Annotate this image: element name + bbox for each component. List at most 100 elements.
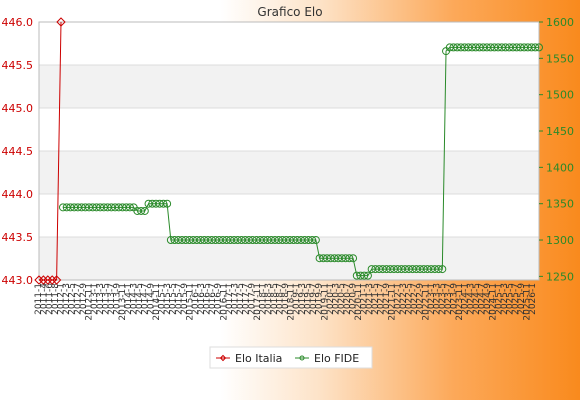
data-point — [137, 206, 146, 215]
x-tick-label: 2013-7 — [107, 283, 117, 315]
x-tick-label: 2025-1 — [494, 283, 504, 315]
plot-border — [38, 21, 540, 281]
x-tick-label: 2015-3 — [163, 283, 173, 315]
x-tick-label: 2025-9 — [517, 283, 527, 315]
x-tick-label: 2017-9 — [247, 283, 257, 315]
data-point — [159, 199, 168, 208]
x-tick-label: 2025-3 — [500, 283, 510, 315]
x-tick-label: 2019-7 — [309, 283, 319, 315]
right-tick-label: 1600 — [546, 16, 574, 29]
x-tick-label: 2012-9 — [79, 283, 89, 315]
x-tick-label: 2017-1 — [225, 283, 235, 315]
x-tick-label: 2018-9 — [281, 283, 291, 315]
data-point — [34, 275, 44, 285]
right-tick-label: 1550 — [546, 52, 574, 65]
x-tick-label: 2020-7 — [343, 283, 353, 315]
data-point — [140, 206, 149, 215]
x-axis-ticks: 2011-12011-42011-62011-82012-12012-32012… — [34, 283, 538, 321]
x-tick-label: 2017-11 — [253, 283, 263, 321]
x-tick-label: 2011-4 — [40, 283, 50, 315]
grid-band — [39, 151, 539, 194]
x-tick-label: 2015-9 — [180, 283, 190, 315]
x-tick-label: 2012-5 — [68, 283, 78, 315]
data-point — [349, 254, 358, 263]
x-tick-label: 2014-9 — [146, 283, 156, 315]
x-tick-label: 2024-3 — [466, 283, 476, 315]
right-tick-label: 1500 — [546, 89, 574, 102]
data-point — [360, 271, 369, 280]
x-tick-label: 2022-3 — [399, 283, 409, 315]
x-tick-label: 2020-1 — [326, 283, 336, 315]
data-point — [56, 17, 66, 27]
x-tick-label: 2014-1 — [124, 283, 134, 315]
x-tick-label: 2019-5 — [303, 283, 313, 315]
x-tick-label: 2023-11 — [455, 283, 465, 321]
data-point — [43, 275, 53, 285]
x-tick-label: 2020-9 — [348, 283, 358, 315]
left-tick-label: 445.0 — [2, 102, 34, 115]
x-tick-label: 2016-11 — [219, 283, 229, 321]
x-tick-label: 2021-7 — [376, 283, 386, 315]
legend-item[interactable]: Elo Italia — [216, 352, 282, 365]
data-point — [531, 43, 540, 52]
x-tick-label: 2024-1 — [461, 283, 471, 315]
left-tick-label: 443.5 — [2, 231, 34, 244]
x-tick-label: 2025-7 — [511, 283, 521, 315]
x-tick-label: 2017-5 — [236, 283, 246, 315]
x-tick-label: 2021-5 — [371, 283, 381, 315]
x-tick-label: 2022-1 — [393, 283, 403, 315]
x-tick-label: 2016-3 — [197, 283, 207, 315]
left-tick-label: 445.5 — [2, 59, 34, 72]
data-point — [438, 265, 447, 274]
x-tick-label: 2026-1 — [528, 283, 538, 315]
left-tick-label: 443.0 — [2, 274, 34, 287]
x-tick-label: 2021-11 — [388, 283, 398, 321]
x-tick-label: 2012-3 — [62, 283, 72, 315]
x-tick-label: 2023-3 — [433, 283, 443, 315]
legend-label: Elo FIDE — [314, 352, 359, 365]
x-tick-label: 2017-3 — [230, 283, 240, 315]
left-axis-ticks: 443.0 443.5 444.0 444.5 445.0 445.5 446.0 — [2, 16, 34, 287]
x-tick-label: 2013-9 — [113, 283, 123, 315]
grid-band — [39, 65, 539, 108]
x-tick-label: 2013-5 — [101, 283, 111, 315]
left-tick-label: 446.0 — [2, 16, 34, 29]
x-tick-label: 2018-5 — [270, 283, 280, 315]
x-tick-label: 2021-1 — [360, 283, 370, 315]
x-tick-label: 2014-5 — [135, 283, 145, 315]
x-tick-label: 2013-11 — [118, 283, 128, 321]
x-tick-label: 2022-7 — [410, 283, 420, 315]
x-tick-label: 2023-1 — [427, 283, 437, 315]
x-tick-label: 2022-5 — [405, 283, 415, 315]
data-point — [434, 265, 443, 274]
x-tick-label: 2016-9 — [214, 283, 224, 315]
x-tick-label: 2014-3 — [129, 283, 139, 315]
data-point — [308, 236, 317, 245]
x-tick-label: 2013-3 — [96, 283, 106, 315]
right-tick-label: 1400 — [546, 161, 574, 174]
x-tick-label: 2017-7 — [242, 283, 252, 315]
right-axis-ticks: 1250 1300 1350 1400 1450 1500 1550 1600 — [539, 16, 574, 283]
x-tick-label: 2016-7 — [208, 283, 218, 315]
x-tick-label: 2019-3 — [298, 283, 308, 315]
x-tick-label: 2023-7 — [444, 283, 454, 315]
legend[interactable]: Elo Italia Elo FIDE — [209, 346, 373, 369]
legend-marker — [299, 355, 305, 361]
x-tick-label: 2016-5 — [202, 283, 212, 315]
series-layer — [34, 17, 543, 285]
x-tick-label: 2012-1 — [56, 283, 66, 315]
right-tick-label: 1350 — [546, 198, 574, 211]
x-tick-label: 2016-1 — [191, 283, 201, 315]
x-tick-label: 2025-11 — [522, 283, 532, 321]
series-elo-italia — [34, 17, 66, 285]
data-point — [363, 271, 372, 280]
data-point — [47, 275, 57, 285]
right-tick-label: 1250 — [546, 270, 574, 283]
data-point — [38, 275, 49, 285]
x-tick-label: 2019-1 — [292, 283, 302, 315]
x-tick-label: 2015-1 — [158, 283, 168, 315]
legend-item[interactable]: Elo FIDE — [295, 352, 359, 365]
legend-marker — [219, 354, 227, 362]
left-tick-label: 444.5 — [2, 145, 34, 158]
